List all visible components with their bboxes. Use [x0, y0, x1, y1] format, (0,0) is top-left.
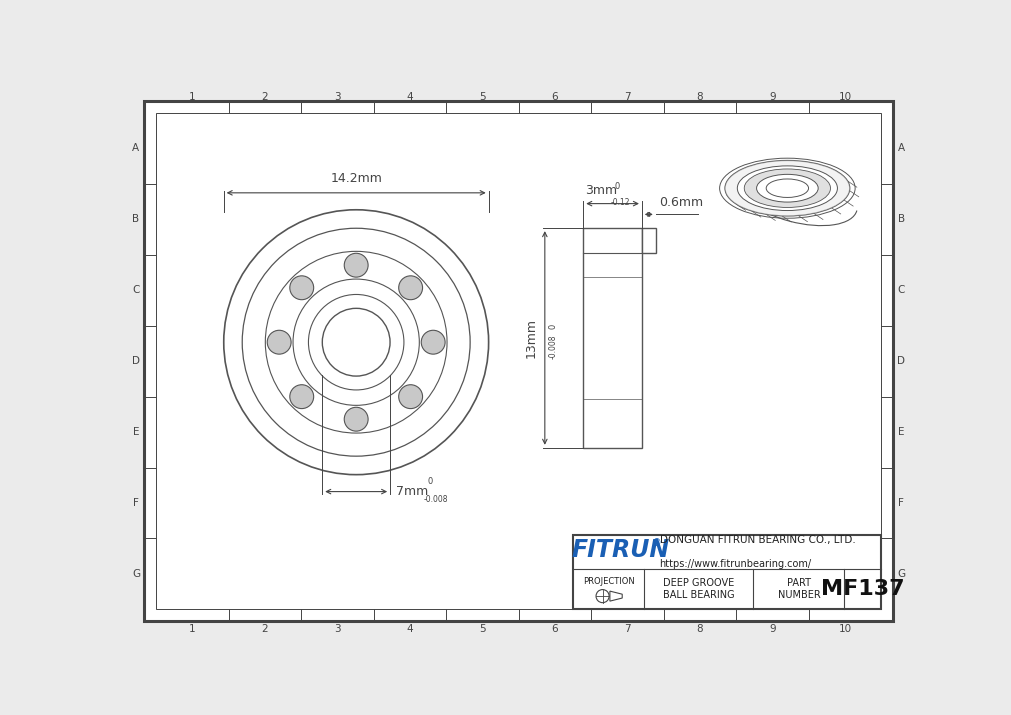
Text: F: F: [132, 498, 139, 508]
Circle shape: [344, 253, 368, 277]
Circle shape: [289, 276, 313, 300]
Text: PART
NUMBER: PART NUMBER: [776, 578, 820, 600]
Text: B: B: [132, 214, 140, 225]
Bar: [582, 228, 641, 448]
Circle shape: [321, 308, 389, 376]
Text: ®: ®: [651, 538, 661, 548]
Circle shape: [242, 228, 470, 456]
Circle shape: [223, 209, 488, 475]
Circle shape: [289, 385, 313, 408]
Text: PROJECTION: PROJECTION: [582, 577, 634, 586]
Text: E: E: [132, 427, 140, 437]
Text: 13mm: 13mm: [525, 318, 538, 358]
Text: 1: 1: [189, 624, 195, 634]
Circle shape: [267, 330, 291, 354]
Circle shape: [398, 276, 423, 300]
Text: F: F: [898, 498, 904, 508]
Text: 3: 3: [334, 624, 341, 634]
Text: -0.008: -0.008: [548, 334, 557, 359]
Text: 0: 0: [548, 323, 557, 329]
Text: 0.6mm: 0.6mm: [658, 196, 703, 209]
Text: 7mm: 7mm: [396, 485, 428, 498]
Text: 14.2mm: 14.2mm: [330, 172, 382, 185]
Text: -0.008: -0.008: [423, 495, 447, 503]
Text: 7: 7: [624, 92, 630, 102]
Text: A: A: [897, 143, 904, 153]
Ellipse shape: [737, 166, 837, 210]
Text: D: D: [131, 356, 140, 366]
Text: G: G: [131, 569, 140, 579]
Text: 3: 3: [334, 92, 341, 102]
Circle shape: [265, 252, 447, 433]
Text: D: D: [897, 356, 905, 366]
Ellipse shape: [743, 169, 830, 207]
Text: 8: 8: [696, 92, 703, 102]
Ellipse shape: [765, 179, 808, 197]
Polygon shape: [610, 591, 622, 601]
Text: 4: 4: [406, 92, 412, 102]
Circle shape: [344, 408, 368, 431]
Circle shape: [421, 330, 445, 354]
Text: 10: 10: [838, 624, 851, 634]
Circle shape: [293, 279, 419, 405]
Text: FITRUN: FITRUN: [571, 538, 669, 562]
Text: 0: 0: [427, 477, 432, 486]
Text: 10: 10: [838, 92, 851, 102]
Text: 6: 6: [551, 624, 558, 634]
Text: MF137: MF137: [820, 579, 904, 599]
Text: G: G: [897, 569, 905, 579]
Circle shape: [398, 385, 423, 408]
Text: 1: 1: [189, 92, 195, 102]
Text: 9: 9: [768, 92, 775, 102]
Circle shape: [308, 295, 403, 390]
Text: 7: 7: [624, 624, 630, 634]
Text: 5: 5: [478, 92, 485, 102]
Text: C: C: [897, 285, 904, 295]
Ellipse shape: [756, 174, 817, 202]
Ellipse shape: [724, 160, 849, 216]
Text: E: E: [897, 427, 904, 437]
Text: 4: 4: [406, 624, 412, 634]
Text: 9: 9: [768, 624, 775, 634]
Text: DEEP GROOVE
BALL BEARING: DEEP GROOVE BALL BEARING: [662, 578, 734, 600]
Text: A: A: [132, 143, 140, 153]
Text: 0: 0: [614, 182, 619, 192]
Text: -0.12: -0.12: [610, 198, 629, 207]
Bar: [641, 228, 655, 253]
Text: 8: 8: [696, 624, 703, 634]
Bar: [573, 535, 881, 609]
Text: 2: 2: [261, 624, 268, 634]
Text: B: B: [897, 214, 904, 225]
Ellipse shape: [724, 160, 849, 216]
Text: 2: 2: [261, 92, 268, 102]
Text: C: C: [132, 285, 140, 295]
Text: DONGUAN FITRUN BEARING CO., LTD.: DONGUAN FITRUN BEARING CO., LTD.: [659, 535, 854, 545]
Text: 5: 5: [478, 624, 485, 634]
Text: 6: 6: [551, 92, 558, 102]
Text: 3mm: 3mm: [584, 184, 617, 197]
Text: https://www.fitrunbearing.com/: https://www.fitrunbearing.com/: [659, 559, 811, 568]
